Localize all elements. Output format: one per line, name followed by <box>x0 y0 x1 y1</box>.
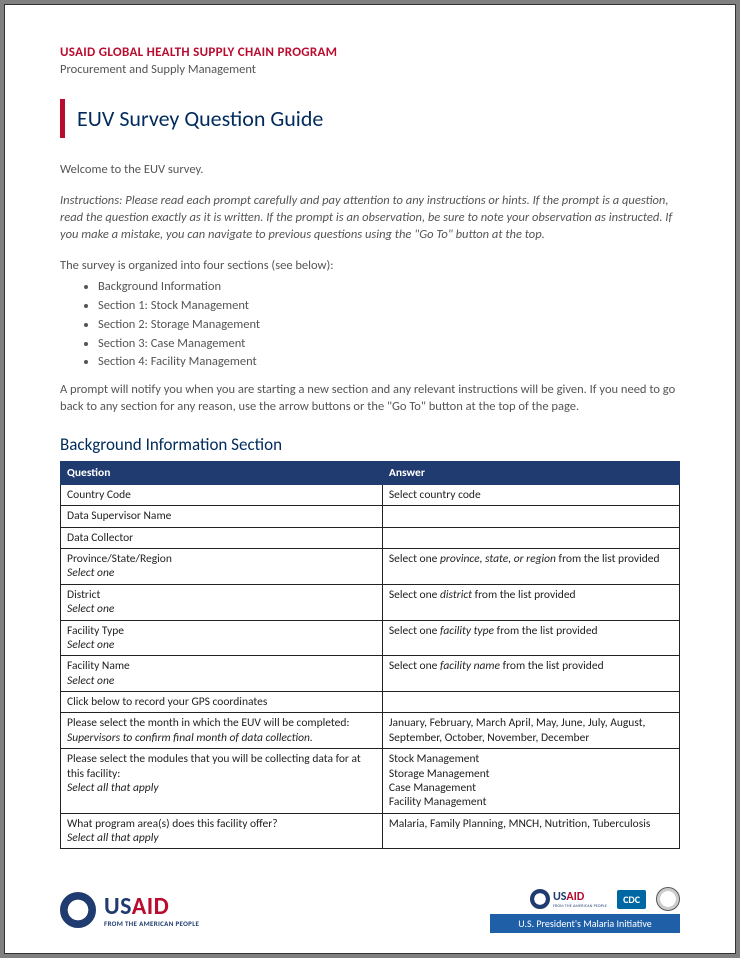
table-row: Facility TypeSelect oneSelect one facili… <box>61 620 680 656</box>
question-cell: What program area(s) does this facility … <box>61 813 383 849</box>
org-name: USAID GLOBAL HEALTH SUPPLY CHAIN PROGRAM <box>60 45 680 60</box>
question-cell: Facility NameSelect one <box>61 656 383 692</box>
cdc-badge: CDC <box>617 890 646 909</box>
answer-cell <box>382 527 679 548</box>
document-page: USAID GLOBAL HEALTH SUPPLY CHAIN PROGRAM… <box>4 4 736 954</box>
table-row: What program area(s) does this facility … <box>61 813 680 849</box>
question-cell: Facility TypeSelect one <box>61 620 383 656</box>
instructions-text: Instructions: Please read each prompt ca… <box>60 193 680 244</box>
prompt-note: A prompt will notify you when you are st… <box>60 382 680 416</box>
table-body: Country CodeSelect country codeData Supe… <box>61 484 680 849</box>
list-item: Background Information <box>98 278 680 297</box>
answer-cell: Select one district from the list provid… <box>382 584 679 620</box>
answer-cell <box>382 692 679 713</box>
answer-cell: Select one province, state, or region fr… <box>382 549 679 585</box>
answer-cell: Select one facility name from the list p… <box>382 656 679 692</box>
section-heading: Background Information Section <box>60 434 680 455</box>
question-cell: Data Collector <box>61 527 383 548</box>
answer-cell <box>382 506 679 527</box>
col-header-question: Question <box>61 461 383 484</box>
table-row: Please select the modules that you will … <box>61 749 680 814</box>
partner-logos: USAID FROM THE AMERICAN PEOPLE CDC U.S. … <box>490 887 680 933</box>
pmi-label: U.S. President's Malaria Initiative <box>490 914 680 933</box>
usaid-seal-icon <box>60 892 96 928</box>
table-row: Facility NameSelect oneSelect one facili… <box>61 656 680 692</box>
answer-cell: Malaria, Family Planning, MNCH, Nutritio… <box>382 813 679 849</box>
table-row: Province/State/RegionSelect oneSelect on… <box>61 549 680 585</box>
table-row: Country CodeSelect country code <box>61 484 680 505</box>
col-header-answer: Answer <box>382 461 679 484</box>
mini-seal-icon <box>530 889 550 909</box>
question-table: Question Answer Country CodeSelect count… <box>60 461 680 850</box>
usaid-tagline: FROM THE AMERICAN PEOPLE <box>104 919 199 928</box>
question-cell: Province/State/RegionSelect one <box>61 549 383 585</box>
table-row: DistrictSelect oneSelect one district fr… <box>61 584 680 620</box>
list-item: Section 2: Storage Management <box>98 316 680 335</box>
question-cell: Please select the modules that you will … <box>61 749 383 814</box>
usaid-wordmark: USAID FROM THE AMERICAN PEOPLE <box>104 892 199 928</box>
list-item: Section 3: Case Management <box>98 335 680 354</box>
answer-cell: Select one facility type from the list p… <box>382 620 679 656</box>
question-cell: DistrictSelect one <box>61 584 383 620</box>
usaid-logo: USAID FROM THE AMERICAN PEOPLE <box>60 892 199 928</box>
table-row: Data Supervisor Name <box>61 506 680 527</box>
answer-cell: Select country code <box>382 484 679 505</box>
org-subtitle: Procurement and Supply Management <box>60 62 680 77</box>
sections-intro: The survey is organized into four sectio… <box>60 258 680 275</box>
page-title: EUV Survey Question Guide <box>77 105 680 132</box>
list-item: Section 1: Stock Management <box>98 297 680 316</box>
question-cell: Please select the month in which the EUV… <box>61 713 383 749</box>
answer-cell: January, February, March April, May, Jun… <box>382 713 679 749</box>
sections-list: Background Information Section 1: Stock … <box>98 278 680 372</box>
question-cell: Click below to record your GPS coordinat… <box>61 692 383 713</box>
page-footer: USAID FROM THE AMERICAN PEOPLE USAID FRO… <box>60 873 680 933</box>
table-row: Data Collector <box>61 527 680 548</box>
answer-cell: Stock ManagementStorage ManagementCase M… <box>382 749 679 814</box>
table-row: Please select the month in which the EUV… <box>61 713 680 749</box>
question-cell: Country Code <box>61 484 383 505</box>
title-block: EUV Survey Question Guide <box>60 99 680 138</box>
list-item: Section 4: Facility Management <box>98 353 680 372</box>
table-row: Click below to record your GPS coordinat… <box>61 692 680 713</box>
mini-usaid-logo: USAID FROM THE AMERICAN PEOPLE <box>530 889 607 909</box>
hhs-seal-icon <box>656 887 680 911</box>
logos-row: USAID FROM THE AMERICAN PEOPLE CDC <box>530 887 680 911</box>
question-cell: Data Supervisor Name <box>61 506 383 527</box>
welcome-text: Welcome to the EUV survey. <box>60 162 680 179</box>
